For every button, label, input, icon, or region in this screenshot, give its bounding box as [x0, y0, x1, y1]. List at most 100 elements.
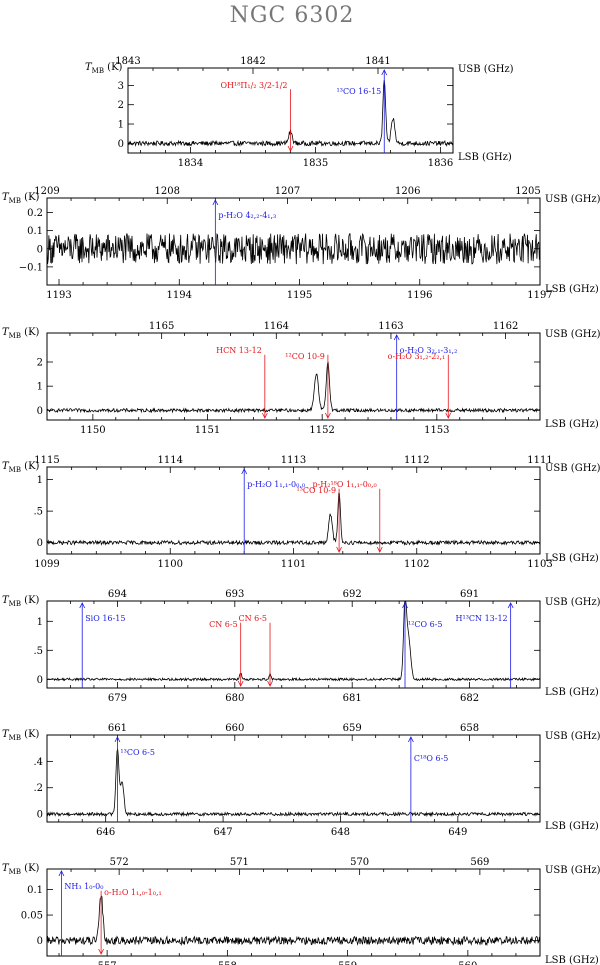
usb-axis-label: USB (GHz) [545, 597, 600, 608]
line-marker: o-H₂O 3₁,₂-2₂,₁ [388, 352, 452, 419]
usb-tick-label: 1209 [34, 186, 59, 197]
line-label: H¹³CN 13-12 [456, 614, 508, 623]
line-label: ¹²CO 6-5 [408, 620, 443, 629]
line-marker: ¹²CO 6-5 [402, 602, 443, 688]
line-label: ¹³CO 16-15 [337, 87, 382, 96]
usb-tick-label: 659 [343, 723, 362, 734]
y-tick-label: 0 [37, 406, 43, 417]
usb-tick-label: 661 [108, 723, 127, 734]
y-tick-label: 0 [37, 675, 43, 686]
lsb-tick-label: 648 [331, 827, 350, 838]
usb-tick-label: 1208 [155, 186, 180, 197]
lsb-axis-label: LSB (GHz) [545, 419, 599, 430]
lsb-tick-label: 1103 [527, 559, 552, 570]
line-marker-arrow [381, 69, 388, 76]
usb-axis-label: USB (GHz) [545, 463, 600, 474]
y-tick-label: 2 [118, 100, 124, 111]
y-tick-label: 1 [37, 617, 43, 628]
line-label: o-H₂O 3₂,₁-3₁,₂ [400, 346, 458, 355]
line-label: p-H₂O 1₁,₁-0₀,₀ [247, 480, 305, 489]
usb-tick-label: 1843 [115, 56, 140, 67]
line-label: ¹²CO 10-9 [285, 352, 325, 361]
y-axis-label: TMB (K) [2, 461, 40, 474]
usb-tick-label: 1113 [281, 455, 306, 466]
spectrum-trace [46, 492, 541, 546]
usb-tick-label: 1112 [404, 455, 429, 466]
y-tick-label: .5 [33, 646, 43, 657]
plot-frame [46, 332, 541, 421]
line-label: CN 6-5 [209, 620, 238, 629]
y-tick-label: .4 [33, 757, 43, 768]
line-marker: C¹⁸O 6-5 [408, 736, 449, 822]
spectrum-panel: 1834 1835 1836 1843 1842 1841 0 1 2 3 TMB (K) USB (… [85, 56, 514, 169]
line-marker: OH¹⁸Π₁/₂ 3/2-1/2 [220, 81, 294, 152]
usb-axis-label: USB (GHz) [545, 731, 600, 742]
usb-tick-label: 1205 [515, 186, 540, 197]
y-tick-label: 1 [37, 475, 43, 486]
line-marker-arrow [237, 680, 244, 687]
line-marker-arrow [445, 412, 452, 419]
line-label: SiO 16-15 [85, 614, 125, 623]
line-marker: SiO 16-15 [79, 602, 125, 688]
line-marker: p-H₂O 4₂,₂-4₁,₃ [212, 199, 276, 285]
y-tick-label: 0 [37, 936, 43, 947]
y-tick-label: 0 [37, 244, 43, 255]
usb-tick-label: 1842 [240, 56, 265, 67]
y-tick-label: 0.1 [27, 885, 43, 896]
line-marker: ¹³CO 16-15 [337, 69, 388, 153]
lsb-tick-label: 559 [338, 961, 357, 965]
usb-tick-label: 1207 [275, 186, 300, 197]
y-tick-label: 0 [37, 538, 43, 549]
lsb-tick-label: 1195 [287, 290, 312, 301]
spectrum-trace [46, 600, 541, 682]
y-tick-label: 0.2 [27, 208, 43, 219]
y-tick-label: 0 [118, 139, 124, 150]
spectrum-trace [46, 748, 541, 818]
line-label: C¹⁸O 6-5 [414, 754, 449, 763]
usb-tick-label: 1115 [34, 455, 59, 466]
lsb-tick-label: 1193 [46, 290, 71, 301]
lsb-tick-label: 649 [448, 827, 467, 838]
lsb-axis-label: LSB (GHz) [545, 687, 599, 698]
line-marker-arrow [212, 199, 219, 206]
y-axis-label: TMB (K) [85, 62, 123, 75]
usb-tick-label: 693 [225, 589, 244, 600]
spectrum-trace [46, 361, 541, 414]
plot-frame [46, 868, 541, 957]
y-tick-label: 3 [118, 81, 124, 92]
line-marker-arrow [408, 736, 414, 743]
line-marker-arrow [114, 736, 121, 743]
lsb-tick-label: 557 [98, 961, 117, 965]
line-label: o-H₂O 1₁,₀-1₀,₁ [104, 888, 162, 897]
lsb-tick-label: 1101 [281, 559, 306, 570]
lsb-tick-label: 1102 [404, 559, 429, 570]
y-tick-label: 2 [37, 358, 43, 369]
y-tick-label: 0.05 [21, 911, 43, 922]
spectrum-trace [46, 895, 541, 947]
lsb-tick-label: 1152 [309, 425, 334, 436]
spectrum-panel: 1150 1151 1152 1153 1165 1164 1163 1162 0 1 2 TMB (… [2, 321, 600, 436]
lsb-tick-label: 682 [460, 693, 479, 704]
line-label: ¹³CO 6-5 [120, 748, 155, 757]
y-axis-label: TMB (K) [2, 595, 40, 608]
y-tick-label: .2 [33, 783, 43, 794]
panels: 1834 1835 1836 1843 1842 1841 0 1 2 3 TMB (K) USB (… [2, 56, 600, 965]
y-tick-label: 0.1 [27, 226, 43, 237]
spectrum-panel: 646 647 648 649 661 660 659 658 0 .2 .4 TMB (K) USB … [2, 723, 600, 838]
usb-tick-label: 1114 [158, 455, 183, 466]
lsb-tick-label: 1836 [428, 158, 453, 169]
line-marker: o-H₂O 3₂,₁-3₁,₂ [393, 334, 458, 420]
line-marker: CN 6-5 [238, 614, 273, 687]
usb-tick-label: 570 [350, 857, 369, 868]
usb-tick-label: 660 [225, 723, 244, 734]
lsb-tick-label: 1150 [80, 425, 105, 436]
usb-tick-label: 692 [343, 589, 362, 600]
lsb-tick-label: 1835 [303, 158, 328, 169]
y-tick-label: 1 [118, 120, 124, 131]
line-marker-arrow [393, 334, 400, 341]
lsb-tick-label: 646 [96, 827, 115, 838]
lsb-axis-label: LSB (GHz) [458, 152, 512, 163]
usb-tick-label: 571 [230, 857, 249, 868]
figure-title: NGC 6302 [230, 3, 355, 28]
